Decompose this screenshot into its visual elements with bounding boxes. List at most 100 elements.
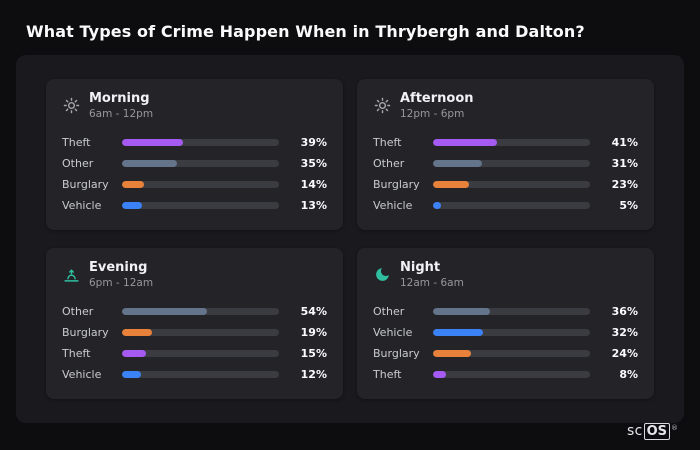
bar-row: Other 36%: [373, 302, 638, 322]
category-label: Theft: [62, 136, 91, 150]
category-label: Other: [373, 157, 405, 171]
bar-row: Theft 8%: [373, 365, 638, 385]
bar-row: Vehicle 12%: [62, 365, 327, 385]
value-label: 23%: [611, 178, 638, 192]
card-subtitle: 12am - 6am: [400, 276, 464, 289]
card-header: Night 12am - 6am: [373, 260, 638, 289]
bar-fill: [433, 308, 490, 316]
bar-track: [433, 308, 590, 316]
category-label: Vehicle: [373, 326, 413, 340]
bar-fill: [122, 160, 177, 168]
card-subtitle: 6pm - 12am: [89, 276, 154, 289]
bar-fill: [122, 308, 207, 316]
bar-track: [122, 202, 279, 210]
bar-fill: [433, 202, 441, 210]
value-label: 14%: [300, 178, 327, 192]
category-label: Burglary: [62, 326, 109, 340]
bar-rows: Theft 41% Other 31% Burglary 23% Vehicle 5%: [373, 133, 638, 220]
bar-track: [433, 181, 590, 189]
value-label: 13%: [300, 199, 327, 213]
bar-row: Vehicle 13%: [62, 196, 327, 216]
card-title-block: Evening 6pm - 12am: [89, 260, 154, 289]
bar-row: Vehicle 32%: [373, 323, 638, 343]
bar-fill: [433, 160, 482, 168]
bar-track: [433, 139, 590, 147]
card-title: Afternoon: [400, 91, 474, 106]
category-label: Theft: [373, 368, 402, 382]
bar-fill: [122, 202, 143, 210]
category-label: Burglary: [62, 178, 109, 192]
bar-track: [122, 350, 279, 358]
bar-track: [122, 329, 279, 337]
bar-fill: [122, 350, 146, 358]
bar-row: Theft 15%: [62, 344, 327, 364]
bar-row: Theft 41%: [373, 133, 638, 153]
category-label: Theft: [62, 347, 91, 361]
value-label: 32%: [611, 326, 638, 340]
bar-row: Burglary 24%: [373, 344, 638, 364]
bar-row: Theft 39%: [62, 133, 327, 153]
value-label: 41%: [611, 136, 638, 150]
sun-icon: [373, 97, 391, 115]
page-title: What Types of Crime Happen When in Thryb…: [26, 22, 585, 41]
bar-row: Burglary 14%: [62, 175, 327, 195]
bar-track: [433, 350, 590, 358]
value-label: 39%: [300, 136, 327, 150]
time-card-night: Night 12am - 6am Other 36% Vehicle 32% Burglar…: [357, 248, 654, 399]
bar-track: [122, 160, 279, 168]
bar-fill: [122, 329, 152, 337]
card-header: Afternoon 12pm - 6pm: [373, 91, 638, 120]
bar-fill: [122, 371, 141, 379]
bar-rows: Other 54% Burglary 19% Theft 15% Vehicle 12%: [62, 302, 327, 389]
card-title-block: Night 12am - 6am: [400, 260, 464, 289]
page: What Types of Crime Happen When in Thryb…: [16, 22, 684, 440]
category-label: Other: [62, 305, 94, 319]
bar-track: [433, 160, 590, 168]
bar-track: [122, 371, 279, 379]
bar-fill: [122, 181, 144, 189]
bar-track: [122, 181, 279, 189]
time-card-evening: Evening 6pm - 12am Other 54% Burglary 19% Thef…: [46, 248, 343, 399]
value-label: 19%: [300, 326, 327, 340]
card-subtitle: 6am - 12pm: [89, 107, 154, 120]
category-label: Burglary: [373, 347, 420, 361]
brand-prefix: sc: [626, 423, 643, 439]
bar-rows: Theft 39% Other 35% Burglary 14% Vehicle 13%: [62, 133, 327, 220]
bar-fill: [433, 371, 446, 379]
bar-row: Vehicle 5%: [373, 196, 638, 216]
bar-row: Other 35%: [62, 154, 327, 174]
category-label: Other: [373, 305, 405, 319]
bar-fill: [433, 139, 498, 147]
category-label: Vehicle: [373, 199, 413, 213]
category-label: Burglary: [373, 178, 420, 192]
category-label: Other: [62, 157, 94, 171]
bar-track: [122, 139, 279, 147]
brand-logo: sc OS ®: [627, 423, 678, 440]
bar-fill: [433, 181, 470, 189]
card-header: Morning 6am - 12pm: [62, 91, 327, 120]
category-label: Vehicle: [62, 368, 102, 382]
bar-fill: [433, 350, 471, 358]
card-subtitle: 12pm - 6pm: [400, 107, 465, 120]
card-title: Morning: [89, 91, 150, 106]
card-title: Night: [400, 260, 441, 275]
bar-row: Other 31%: [373, 154, 638, 174]
sunset-icon: [62, 266, 80, 284]
bar-fill: [433, 329, 484, 337]
sun-icon: [62, 97, 80, 115]
value-label: 15%: [300, 347, 327, 361]
card-title: Evening: [89, 260, 148, 275]
bar-rows: Other 36% Vehicle 32% Burglary 24% Theft 8%: [373, 302, 638, 389]
bar-row: Other 54%: [62, 302, 327, 322]
category-label: Theft: [373, 136, 402, 150]
category-label: Vehicle: [62, 199, 102, 213]
card-title-block: Afternoon 12pm - 6pm: [400, 91, 474, 120]
card-header: Evening 6pm - 12am: [62, 260, 327, 289]
value-label: 54%: [300, 305, 327, 319]
moon-icon: [373, 266, 391, 284]
cards-grid: Morning 6am - 12pm Theft 39% Other 35% Burglar…: [46, 79, 654, 399]
chart-panel: Morning 6am - 12pm Theft 39% Other 35% Burglar…: [16, 55, 684, 423]
bar-track: [122, 308, 279, 316]
value-label: 35%: [300, 157, 327, 171]
bar-track: [433, 371, 590, 379]
